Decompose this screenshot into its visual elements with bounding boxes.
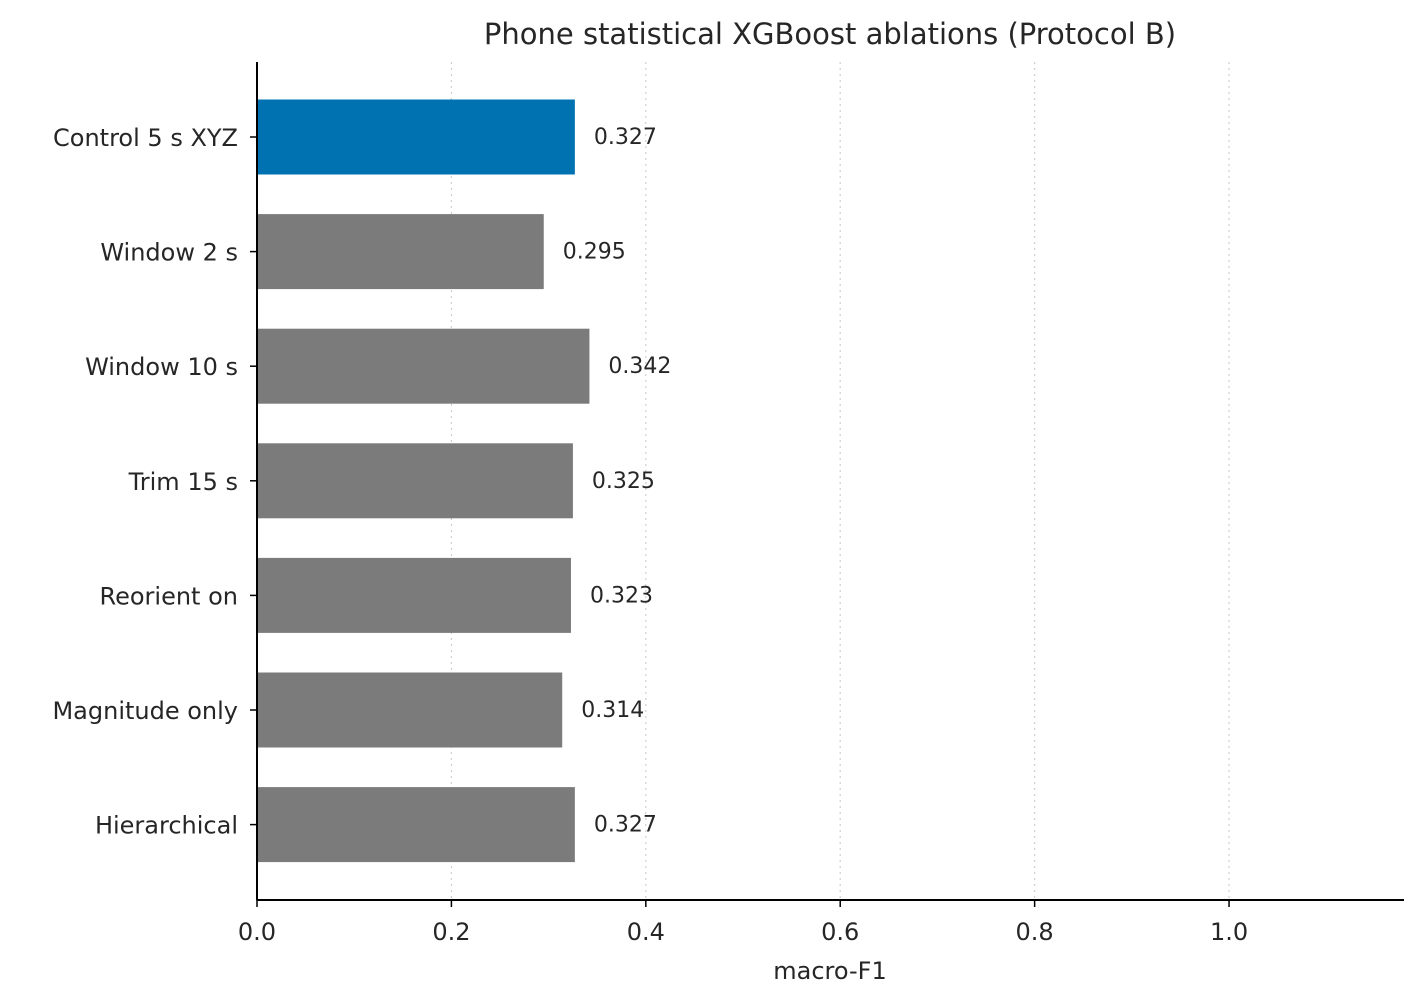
x-tick-label-0: 0.0 <box>238 918 276 946</box>
y-tick-label-2: Window 10 s <box>85 353 238 381</box>
value-label-5: 0.314 <box>581 698 644 723</box>
value-label-1: 0.295 <box>563 240 626 265</box>
bars <box>257 99 590 863</box>
x-tick-labels: 0.0 0.2 0.4 0.6 0.8 1.0 <box>238 900 1248 946</box>
x-axis-label: macro-F1 <box>773 957 886 985</box>
bar-5 <box>257 672 563 748</box>
x-tick-label-4: 0.8 <box>1016 918 1054 946</box>
bar-4 <box>257 557 571 633</box>
bar-3 <box>257 443 573 519</box>
chart-title: Phone statistical XGBoost ablations (Pro… <box>484 17 1176 51</box>
x-tick-label-1: 0.2 <box>432 918 470 946</box>
value-label-2: 0.342 <box>608 354 671 379</box>
y-tick-labels: Control 5 s XYZ Window 2 s Window 10 s Trim… <box>52 124 257 840</box>
value-label-4: 0.323 <box>590 583 653 608</box>
bar-1 <box>257 214 544 290</box>
y-tick-label-4: Reorient on <box>100 582 239 610</box>
y-tick-label-3: Trim 15 s <box>128 468 238 496</box>
bar-0 <box>257 99 575 175</box>
value-label-0: 0.327 <box>594 125 657 150</box>
value-labels: 0.327 0.295 0.342 0.325 0.323 0.314 0.327 <box>563 125 672 838</box>
y-tick-label-5: Magnitude only <box>52 697 238 725</box>
y-tick-label-1: Window 2 s <box>100 239 238 267</box>
value-label-3: 0.325 <box>592 469 655 494</box>
x-tick-label-3: 0.6 <box>821 918 859 946</box>
x-tick-label-2: 0.4 <box>627 918 665 946</box>
y-tick-label-6: Hierarchical <box>95 812 238 840</box>
value-label-6: 0.327 <box>594 813 657 838</box>
y-tick-label-0: Control 5 s XYZ <box>53 124 238 152</box>
bar-6 <box>257 787 575 863</box>
grid-lines <box>450 62 1230 900</box>
bar-2 <box>257 328 590 404</box>
x-tick-label-5: 1.0 <box>1210 918 1248 946</box>
